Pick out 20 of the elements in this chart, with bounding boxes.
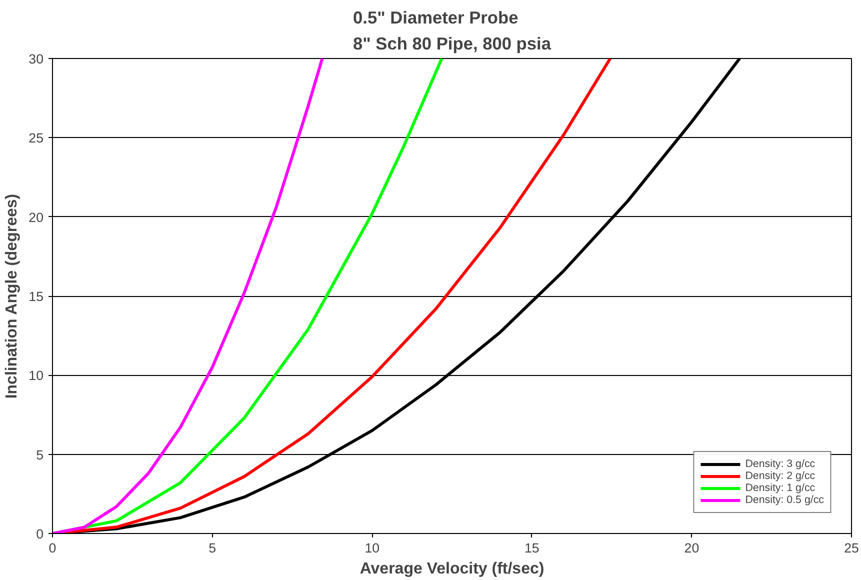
y-tick-label: 10: [28, 368, 44, 384]
legend-label: Density: 1 g/cc: [745, 482, 816, 494]
y-tick-label: 30: [28, 52, 44, 66]
y-tick-label: 5: [36, 447, 44, 462]
x-tick-label: 15: [524, 540, 540, 556]
chart-title: 0.5" Diameter Probe 8" Sch 80 Pipe, 800 psia: [353, 8, 552, 54]
y-tick-label: 15: [28, 289, 44, 304]
y-axis-title: Inclination Angle (degrees): [4, 194, 21, 399]
x-tick-label: 0: [48, 540, 56, 556]
legend-label: Density: 2 g/cc: [745, 470, 816, 482]
x-tick-label: 10: [364, 540, 380, 556]
x-axis-title: Average Velocity (ft/sec): [360, 560, 544, 578]
legend-label: Density: 0.5 g/cc: [745, 494, 824, 506]
x-tick-label: 5: [208, 540, 216, 556]
x-tick-label: 25: [844, 540, 859, 556]
y-tick-label: 25: [28, 130, 44, 146]
legend-label: Density: 3 g/cc: [745, 458, 816, 470]
x-tick-label: 20: [684, 540, 700, 556]
y-tick-label: 20: [28, 210, 44, 225]
y-tick-label: 0: [36, 526, 44, 542]
